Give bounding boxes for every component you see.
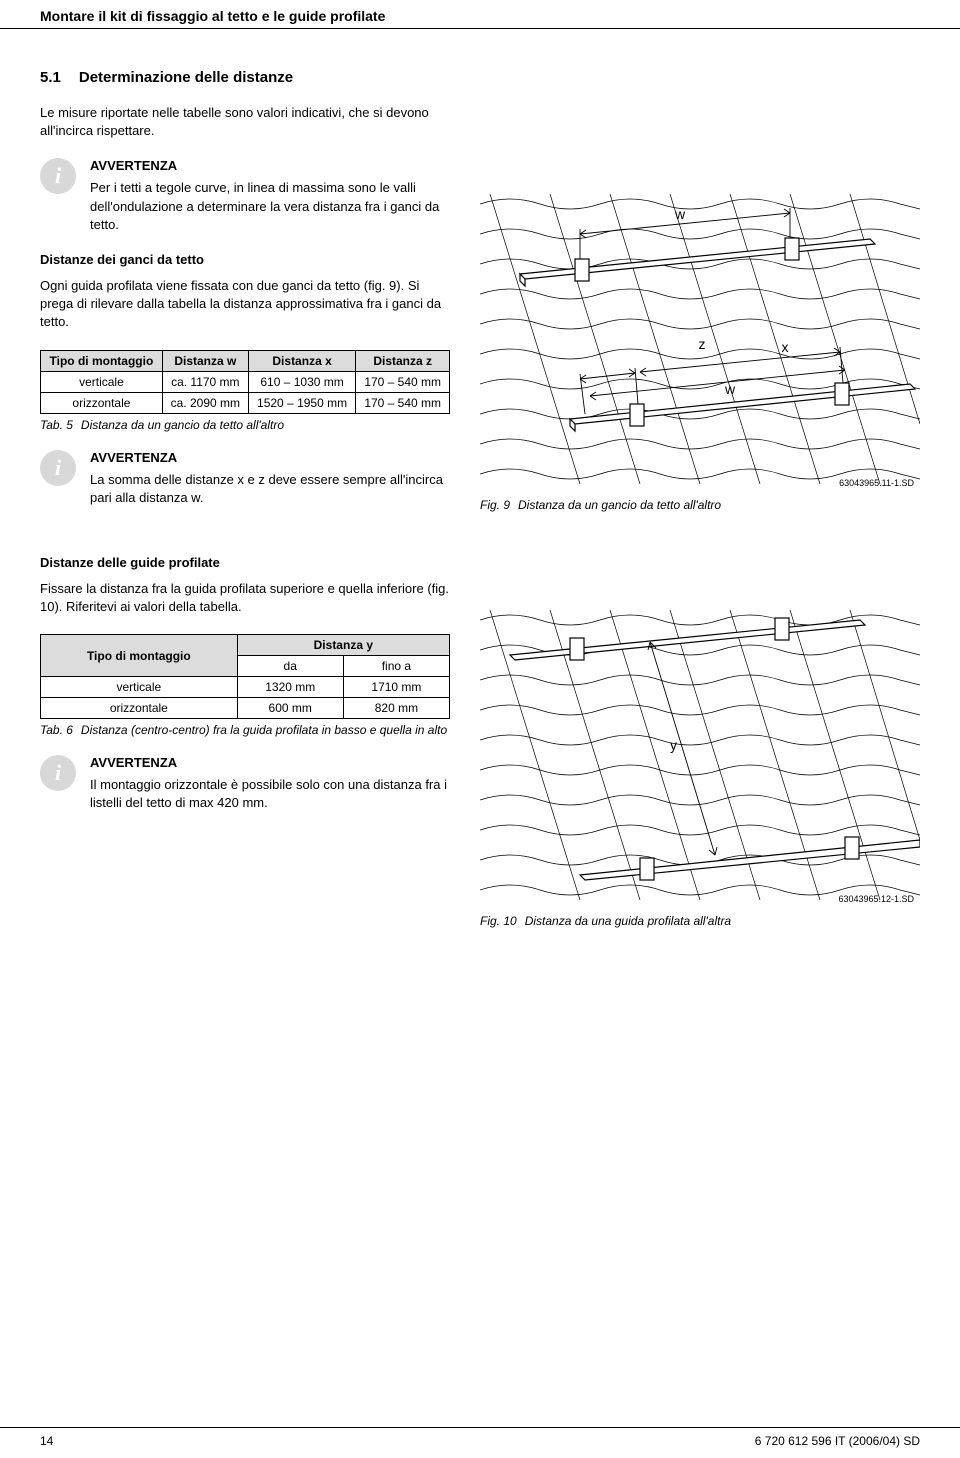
subheading-1: Distanze dei ganci da tetto bbox=[40, 252, 450, 267]
info-box-1: i AVVERTENZA Per i tetti a tegole curve,… bbox=[40, 158, 450, 234]
tab6-r1c2: 1320 mm bbox=[237, 677, 343, 698]
info-icon: i bbox=[40, 158, 76, 194]
svg-text:z: z bbox=[699, 336, 706, 352]
info-3-text: Il montaggio orizzontale è possibile sol… bbox=[90, 776, 450, 812]
tab5-r1c2: ca. 1170 mm bbox=[162, 371, 248, 392]
fig9-caption: Fig. 9 Distanza da un gancio da tetto all… bbox=[480, 498, 920, 512]
tab5-r2c3: 1520 – 1950 mm bbox=[248, 392, 356, 413]
tab6-h1: Tipo di montaggio bbox=[41, 635, 238, 677]
tab5-caption-text: Distanza da un gancio da tetto all'altro bbox=[81, 418, 284, 432]
svg-text:x: x bbox=[782, 339, 789, 355]
fig10-ref: 63043965.12-1.SD bbox=[838, 894, 914, 904]
paragraph-2: Fissare la distanza fra la guida profila… bbox=[40, 580, 450, 616]
figure-9: w z bbox=[480, 164, 920, 512]
fig10-caption: Fig. 10 Distanza da una guida profilata a… bbox=[480, 914, 920, 928]
tab5-r2c1: orizzontale bbox=[41, 392, 163, 413]
section-heading: 5.1 Determinazione delle distanze bbox=[40, 69, 920, 86]
page-header: Montare il kit di fissaggio al tetto e l… bbox=[0, 0, 960, 29]
tab5-h4: Distanza z bbox=[356, 350, 450, 371]
tab5-h1: Tipo di montaggio bbox=[41, 350, 163, 371]
tab6-lbl: Tab. 6 bbox=[40, 723, 73, 737]
info-icon: i bbox=[40, 450, 76, 486]
tab5-h3: Distanza x bbox=[248, 350, 356, 371]
tab5-lbl: Tab. 5 bbox=[40, 418, 73, 432]
page-footer: 14 6 720 612 596 IT (2006/04) SD bbox=[0, 1427, 960, 1458]
page-number: 14 bbox=[40, 1434, 53, 1448]
tab6-r1c3: 1710 mm bbox=[343, 677, 449, 698]
figure-10: y 63043965.12-1.SD Fig. 10 Distanza da un… bbox=[480, 580, 920, 928]
section-title: Determinazione delle distanze bbox=[79, 69, 293, 86]
paragraph-1: Ogni guida profilata viene fissata con d… bbox=[40, 277, 450, 332]
info-2-title: AVVERTENZA bbox=[90, 450, 450, 465]
tab5-caption: Tab. 5 Distanza da un gancio da tetto all… bbox=[40, 418, 450, 432]
tab6-r2c1: orizzontale bbox=[41, 698, 238, 719]
tab6-sub-da: da bbox=[237, 656, 343, 677]
svg-text:y: y bbox=[670, 737, 677, 753]
section-number: 5.1 bbox=[40, 69, 61, 86]
info-box-3: i AVVERTENZA Il montaggio orizzontale è … bbox=[40, 755, 450, 812]
tab6-r2c3: 820 mm bbox=[343, 698, 449, 719]
info-2-text: La somma delle distanze x e z deve esser… bbox=[90, 471, 450, 507]
tab6-r2c2: 600 mm bbox=[237, 698, 343, 719]
tab5-r2c4: 170 – 540 mm bbox=[356, 392, 450, 413]
tab5-h2: Distanza w bbox=[162, 350, 248, 371]
info-1-title: AVVERTENZA bbox=[90, 158, 450, 173]
info-box-2: i AVVERTENZA La somma delle distanze x e… bbox=[40, 450, 450, 507]
fig9-caption-text: Distanza da un gancio da tetto all'altro bbox=[518, 498, 721, 512]
table-5: Tipo di montaggio Distanza w Distanza x … bbox=[40, 350, 450, 414]
fig9-lbl: Fig. 9 bbox=[480, 498, 510, 512]
fig10-lbl: Fig. 10 bbox=[480, 914, 517, 928]
tab6-h2: Distanza y bbox=[237, 635, 449, 656]
svg-text:w: w bbox=[674, 206, 686, 222]
fig9-ref: 63043965.11-1.SD bbox=[839, 478, 914, 488]
tab6-caption: Tab. 6 Distanza (centro-centro) fra la gu… bbox=[40, 723, 450, 737]
info-1-text: Per i tetti a tegole curve, in linea di … bbox=[90, 179, 450, 234]
svg-text:w: w bbox=[724, 381, 736, 397]
table-6: Tipo di montaggio Distanza y da fino a v… bbox=[40, 634, 450, 719]
tab5-r1c1: verticale bbox=[41, 371, 163, 392]
tab5-r1c4: 170 – 540 mm bbox=[356, 371, 450, 392]
info-icon: i bbox=[40, 755, 76, 791]
doc-id: 6 720 612 596 IT (2006/04) SD bbox=[755, 1434, 920, 1448]
subheading-2: Distanze delle guide profilate bbox=[40, 555, 920, 570]
intro-text: Le misure riportate nelle tabelle sono v… bbox=[40, 104, 450, 140]
info-3-title: AVVERTENZA bbox=[90, 755, 450, 770]
tab5-r2c2: ca. 2090 mm bbox=[162, 392, 248, 413]
fig10-caption-text: Distanza da una guida profilata all'altr… bbox=[525, 914, 731, 928]
tab6-r1c1: verticale bbox=[41, 677, 238, 698]
tab5-r1c3: 610 – 1030 mm bbox=[248, 371, 356, 392]
tab6-caption-text: Distanza (centro-centro) fra la guida pr… bbox=[81, 723, 447, 737]
tab6-sub-fino: fino a bbox=[343, 656, 449, 677]
